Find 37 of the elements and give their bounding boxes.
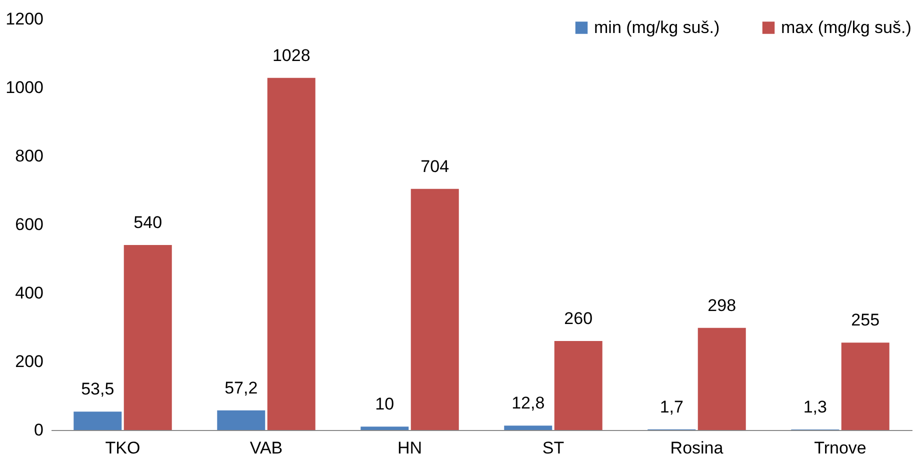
- y-tick-label: 1200: [6, 10, 44, 28]
- y-tick-label: 200: [15, 352, 44, 371]
- data-label: 12,8: [512, 394, 545, 413]
- x-tick-label: TKO: [105, 438, 140, 458]
- x-tick-label: ST: [542, 438, 564, 458]
- data-label: 704: [420, 156, 450, 176]
- bar: [267, 78, 316, 430]
- legend-label: max (mg/kg suš.): [781, 18, 912, 37]
- data-label: 10: [375, 394, 394, 414]
- bar: [841, 342, 890, 430]
- bar: [74, 412, 122, 430]
- x-tick-label: Trnove: [814, 438, 866, 458]
- x-tick-label: Rosina: [670, 438, 724, 458]
- y-tick-label: 1000: [6, 78, 44, 97]
- bar: [360, 426, 409, 430]
- data-label: 1,7: [660, 397, 684, 416]
- bar: [410, 188, 459, 430]
- data-label: 1,3: [803, 398, 827, 417]
- data-label: 57,2: [224, 378, 258, 398]
- data-label: 298: [708, 296, 736, 315]
- data-label: 255: [851, 310, 880, 330]
- x-tick-label: VAB: [250, 438, 283, 458]
- bar: [217, 410, 266, 430]
- y-tick-label: 600: [15, 215, 44, 234]
- legend-label: min (mg/kg suš.): [594, 18, 720, 37]
- bar: [554, 340, 602, 430]
- x-tick-label: HN: [397, 438, 422, 458]
- data-label: 53,5: [81, 380, 114, 399]
- bar: [124, 245, 172, 430]
- y-tick-label: 800: [15, 146, 44, 166]
- y-tick-label: 0: [34, 420, 44, 440]
- bar: [504, 426, 552, 430]
- y-tick-label: 400: [15, 284, 44, 302]
- data-label: 540: [134, 213, 162, 232]
- bar: [698, 328, 746, 430]
- data-label: 1028: [272, 46, 310, 65]
- data-label: 260: [564, 308, 593, 328]
